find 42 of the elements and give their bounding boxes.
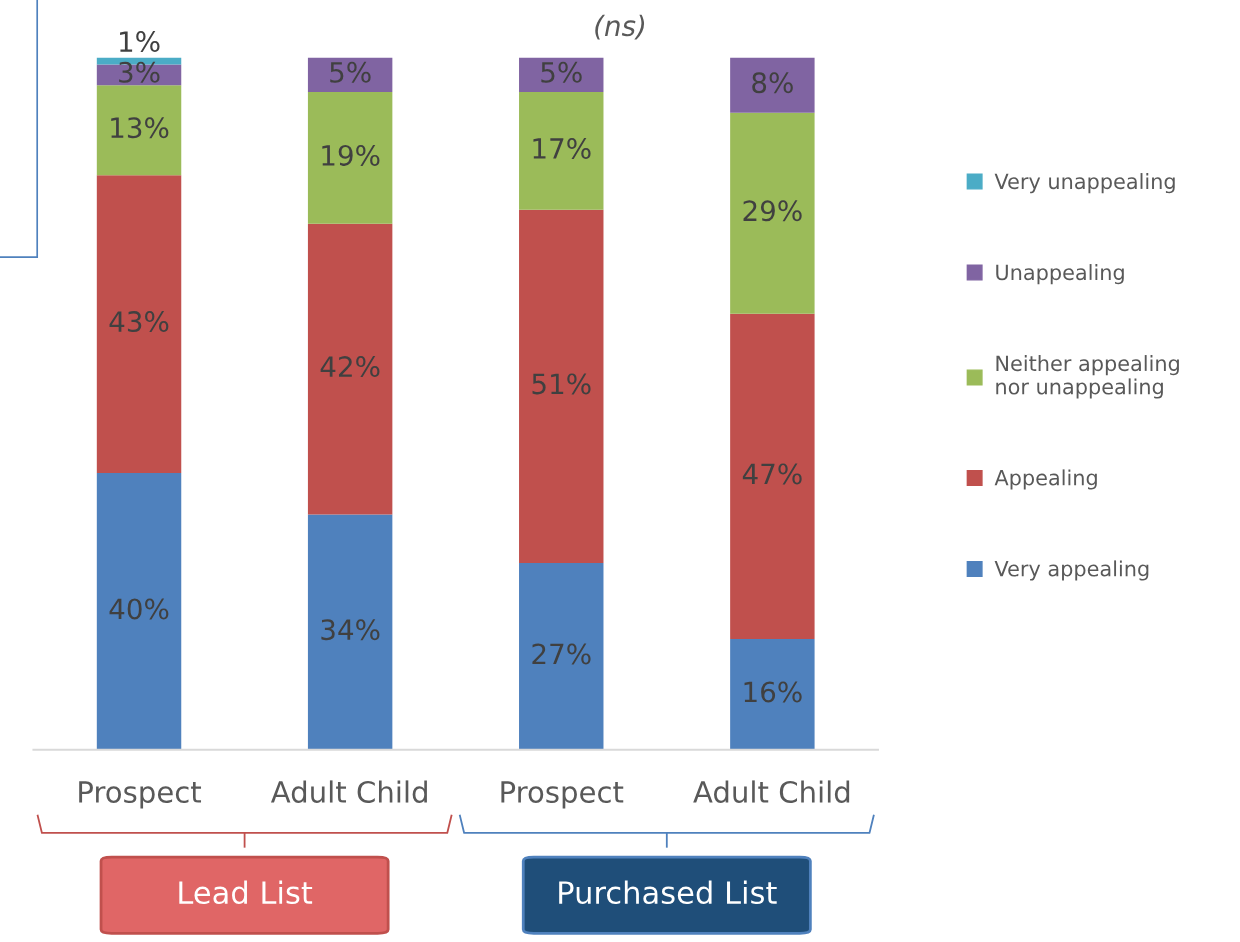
data-label: 47% (742, 463, 802, 485)
legend-label: Neither appealing nor unappealing (996, 355, 1179, 399)
legend-label: Appealing (994, 469, 1097, 490)
data-label: 19% (322, 144, 380, 166)
bar (519, 209, 604, 563)
bar (519, 562, 604, 750)
bar (730, 57, 815, 113)
data-label: 5% (330, 61, 371, 83)
x-tick-label: Adult Child (270, 780, 427, 803)
data-label: 1% (120, 31, 160, 53)
bar (307, 223, 393, 515)
bar (96, 85, 182, 176)
data-label: 51% (532, 373, 591, 395)
data-label: 43% (109, 311, 169, 333)
bar (96, 175, 182, 473)
data-label: 17% (533, 137, 591, 159)
bar (307, 514, 393, 750)
data-label: 29% (743, 200, 802, 222)
data-label: 5% (541, 61, 582, 83)
data-label: 42% (320, 356, 380, 378)
data-label: 27% (532, 643, 591, 665)
x-tick-label: Prospect (79, 781, 202, 809)
bar (519, 92, 604, 210)
data-label: 3% (119, 61, 160, 83)
data-label: 34% (321, 619, 380, 641)
x-tick-label: Adult Child (693, 780, 850, 803)
bar (730, 639, 815, 750)
bar (96, 472, 182, 750)
chart-subtitle: (ns) (595, 14, 645, 40)
legend-label: Very unappealing (994, 173, 1175, 194)
legend-label: Very appealing (994, 560, 1149, 581)
legend-label: Unappealing (996, 264, 1124, 285)
text: Lead List (179, 880, 313, 905)
data-label: 40% (109, 598, 169, 620)
bar (307, 92, 393, 224)
x-tick-label: Prospect (501, 781, 624, 809)
text: Purchased List (559, 880, 777, 905)
data-label: 13% (111, 117, 169, 139)
bar (730, 112, 815, 314)
bar (730, 313, 815, 640)
data-label: 8% (752, 72, 793, 94)
data-label: 16% (744, 681, 802, 703)
